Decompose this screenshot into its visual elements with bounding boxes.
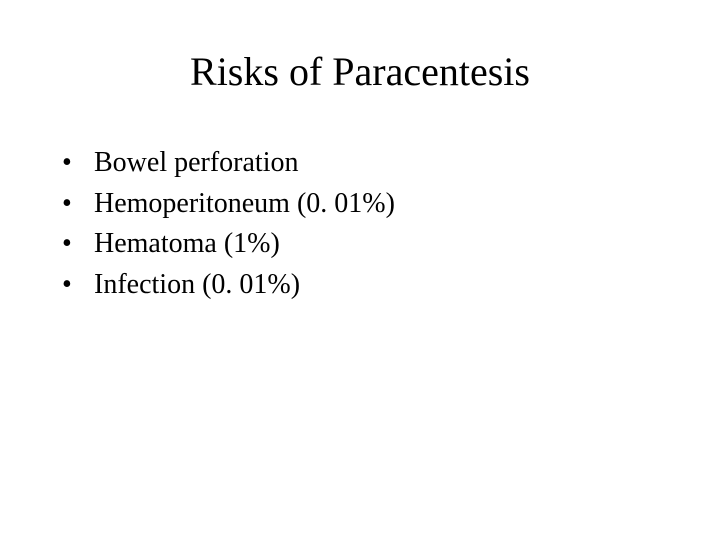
bullet-icon: • (62, 265, 94, 306)
bullet-icon: • (62, 224, 94, 265)
list-item: • Hematoma (1%) (62, 224, 720, 265)
bullet-icon: • (62, 184, 94, 225)
list-item-text: Bowel perforation (94, 143, 299, 184)
bullet-icon: • (62, 143, 94, 184)
list-item-text: Hematoma (1%) (94, 224, 280, 265)
slide-title: Risks of Paracentesis (0, 48, 720, 95)
slide-container: Risks of Paracentesis • Bowel perforatio… (0, 0, 720, 540)
bullet-list: • Bowel perforation • Hemoperitoneum (0.… (0, 143, 720, 305)
list-item-text: Hemoperitoneum (0. 01%) (94, 184, 395, 225)
list-item: • Bowel perforation (62, 143, 720, 184)
list-item-text: Infection (0. 01%) (94, 265, 300, 306)
list-item: • Hemoperitoneum (0. 01%) (62, 184, 720, 225)
list-item: • Infection (0. 01%) (62, 265, 720, 306)
